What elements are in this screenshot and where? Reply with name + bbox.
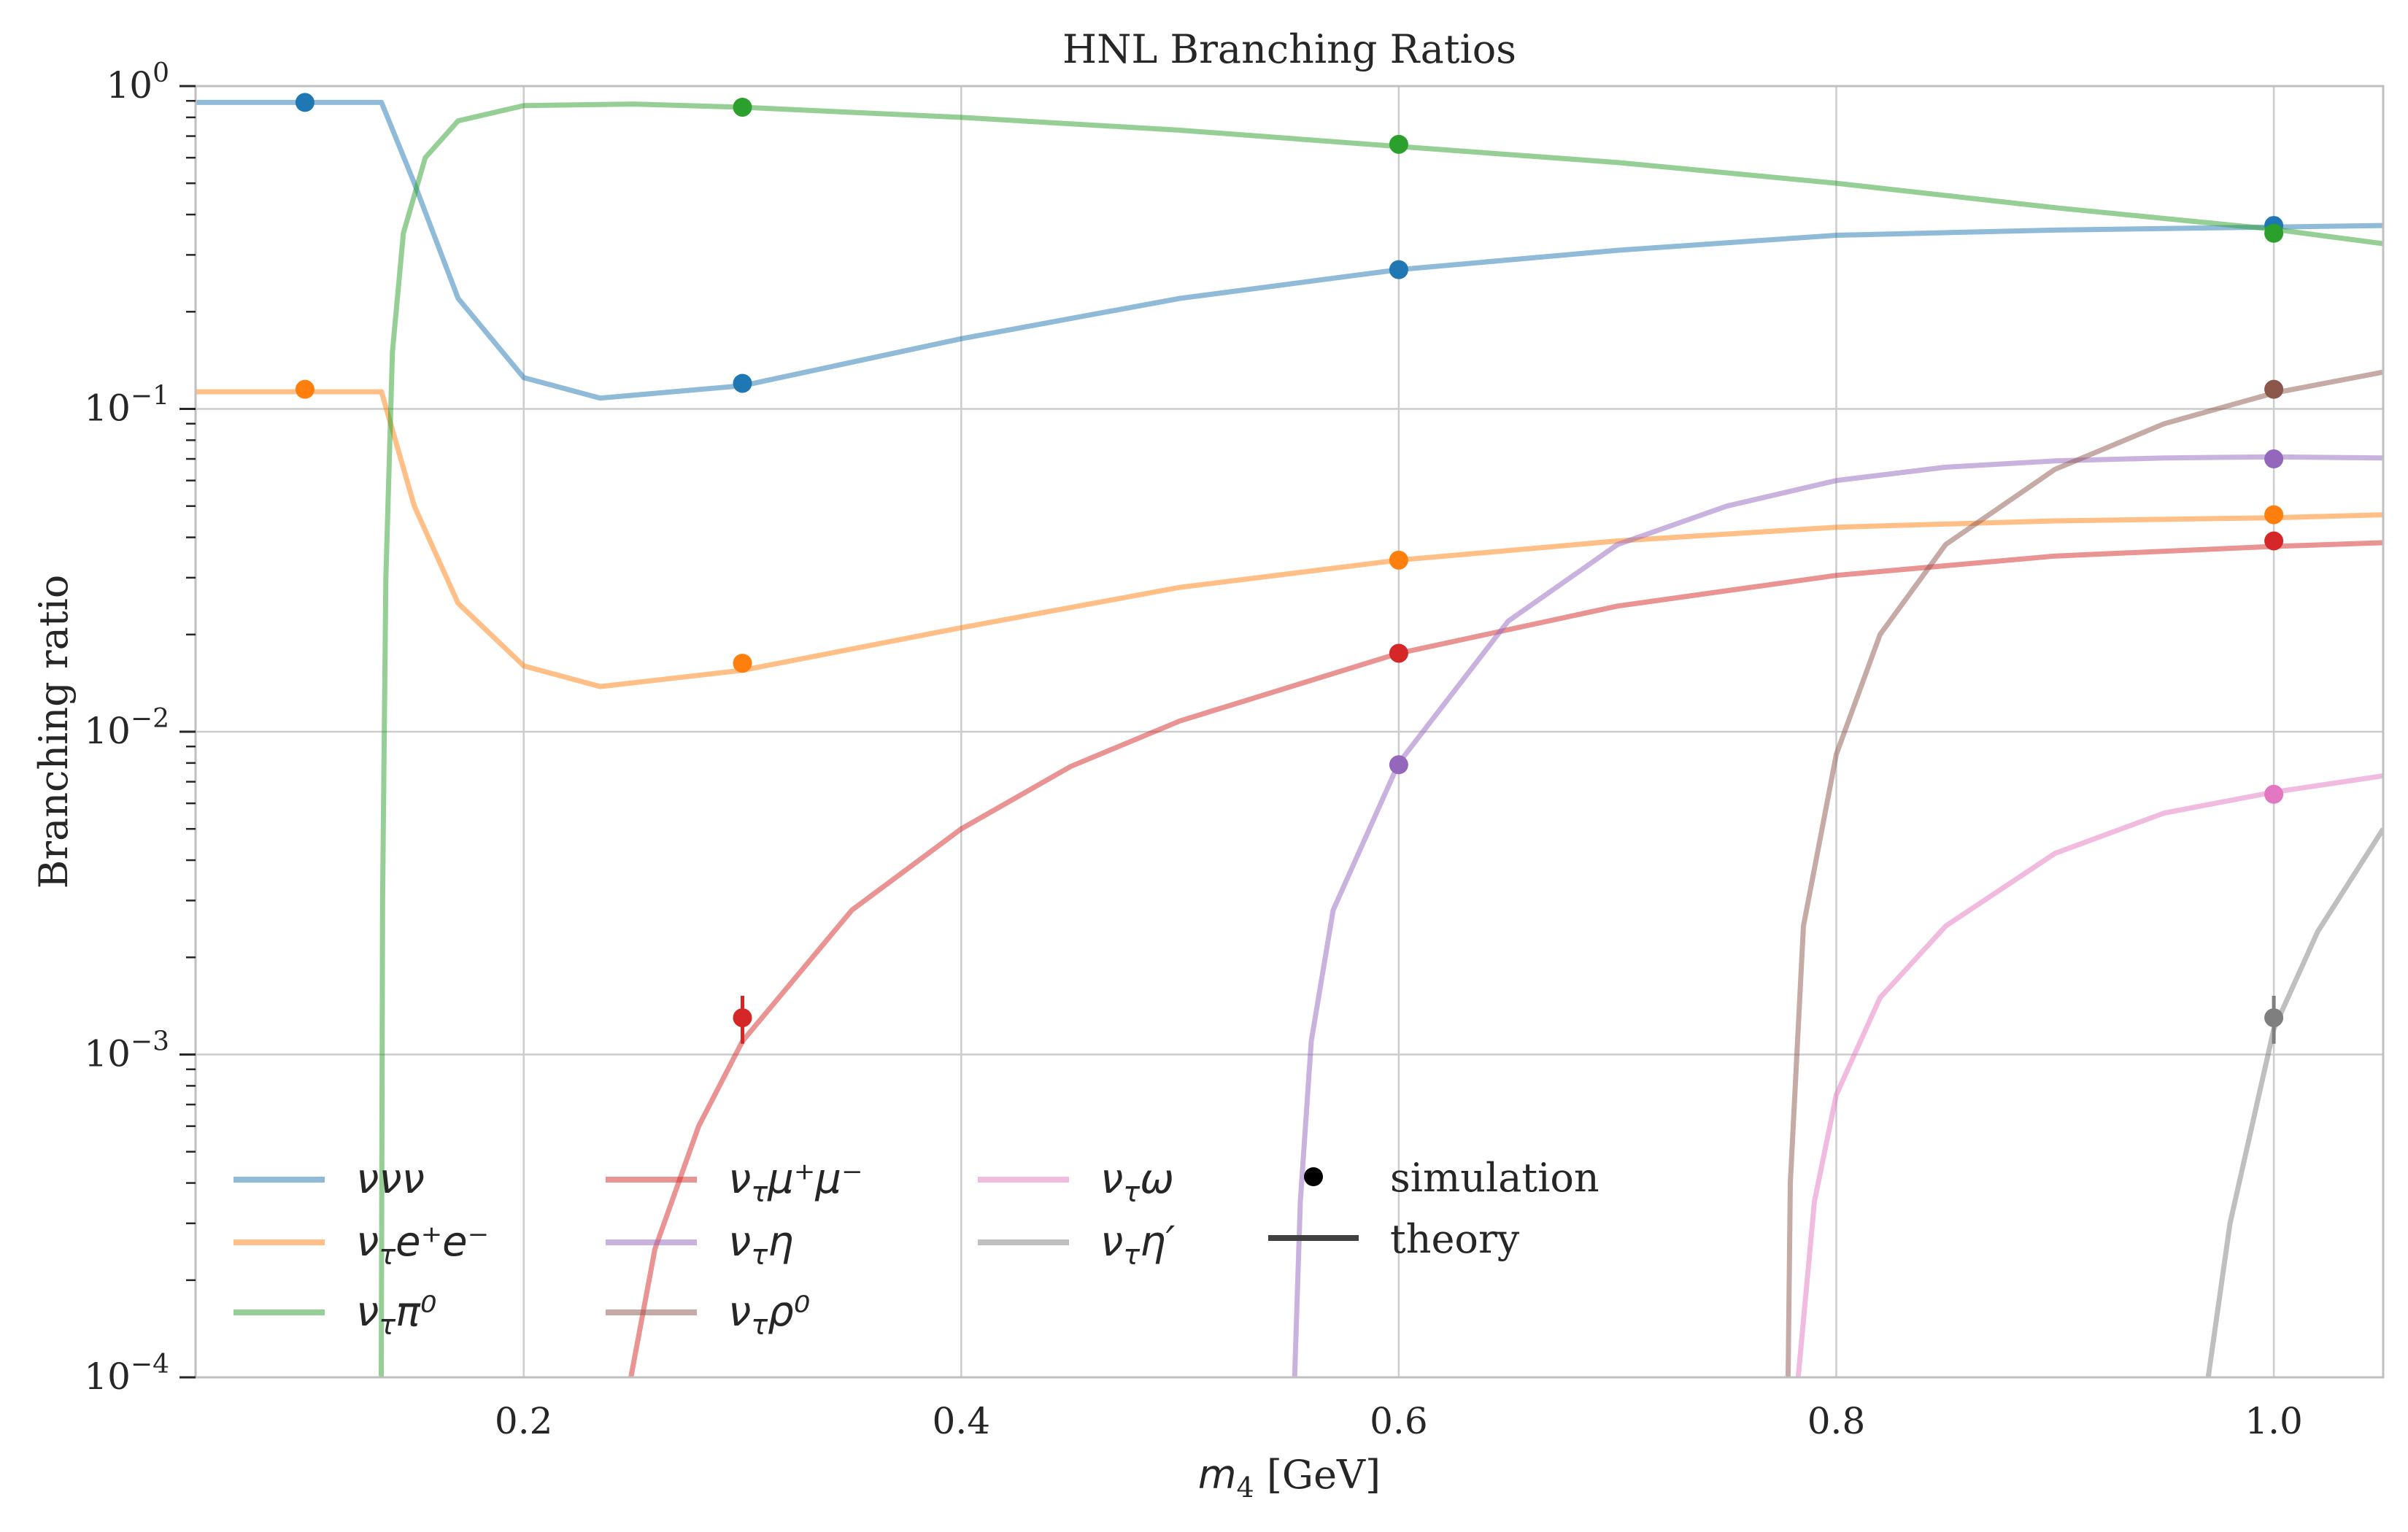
x-tick-label: 0.4 [933, 1400, 991, 1442]
x-tick-label: 0.8 [1807, 1400, 1866, 1442]
sim-point [733, 654, 752, 673]
theory-line [196, 389, 2383, 689]
y-tick-label: 100 [106, 58, 169, 107]
sim-point [1389, 643, 1408, 663]
sim-point [2264, 784, 2284, 804]
legend-theory-label: theory [1390, 1216, 1520, 1262]
sim-point [2264, 531, 2284, 551]
y-tick-label: 10−2 [84, 704, 169, 752]
theory-line [1795, 773, 2383, 1377]
x-axis-label: m4 [GeV] [1198, 1452, 1381, 1504]
series-7 [1795, 773, 2383, 1377]
legend-entry-7: ντω [978, 1156, 1174, 1208]
x-tick-label: 1.0 [2245, 1400, 2303, 1442]
legend-theory: theory [1268, 1216, 1520, 1262]
legend-label: ντη [728, 1218, 794, 1271]
sim-point [2264, 449, 2284, 469]
legend-label: ντω [1100, 1156, 1174, 1208]
theory-line [1786, 369, 2383, 1377]
axes: 0.2 0.4 0.6 0.8 1.0 100 10−1 10−2 10−3 10−4 [84, 58, 2303, 1442]
legend-entry-6: ντρ⁰ [606, 1288, 810, 1341]
legend-label: ντe⁺e⁻ [356, 1218, 489, 1271]
series-3 [379, 97, 2383, 1377]
legend-entry-4: ντμ⁺μ⁻ [606, 1156, 863, 1208]
legend-label: ντη′ [1100, 1218, 1176, 1271]
series-5 [1292, 449, 2383, 1377]
sim-point [733, 374, 752, 393]
legend-entry-5: ντη [606, 1218, 794, 1271]
legend-entry-8: ντη′ [978, 1218, 1176, 1271]
sim-point [2264, 223, 2284, 243]
sim-point [733, 1008, 752, 1028]
x-axis-label-unit: [GeV] [1254, 1452, 1381, 1498]
sim-point [1389, 755, 1408, 775]
x-axis-label-subscript: 4 [1237, 1471, 1254, 1504]
theory-line [379, 101, 2383, 1377]
legend-simulation-label: simulation [1390, 1155, 1599, 1201]
sim-point [295, 93, 314, 112]
x-tick-label: 0.6 [1370, 1400, 1428, 1442]
sim-point [1389, 134, 1408, 154]
y-tick-label: 10−1 [84, 382, 169, 430]
y-tick-label: 10−3 [84, 1027, 169, 1075]
y-tick-label: 10−4 [84, 1350, 169, 1398]
chart-title: HNL Branching Ratios [1062, 26, 1516, 72]
theory-line [1292, 454, 2383, 1377]
x-axis-label-symbol: m [1198, 1452, 1237, 1498]
x-tick-label: 0.2 [495, 1400, 553, 1442]
theory-line [2181, 827, 2383, 1377]
legend-entry-2: ντe⁺e⁻ [234, 1218, 489, 1271]
series-layer [196, 93, 2383, 1377]
legend-label: ντμ⁺μ⁻ [728, 1156, 863, 1208]
legend-simulation: simulation [1304, 1155, 1599, 1201]
sim-point [733, 97, 752, 117]
sim-point [2264, 379, 2284, 399]
sim-point [2264, 1008, 2284, 1028]
sim-point [295, 379, 314, 399]
series-2 [196, 379, 2383, 689]
series-8 [2181, 827, 2383, 1377]
legend-entry-3: ντπ⁰ [234, 1288, 436, 1341]
legend-label: ντπ⁰ [356, 1288, 436, 1341]
sim-point [2264, 505, 2284, 525]
theory-line [196, 99, 2383, 401]
theory-line [628, 540, 2383, 1377]
sim-point [1389, 550, 1408, 570]
legend-label: ντρ⁰ [728, 1288, 810, 1341]
legend-label: ννν [356, 1156, 425, 1203]
series-4 [628, 531, 2383, 1377]
series-6 [1786, 369, 2383, 1377]
y-axis-label: Branching ratio [31, 575, 77, 889]
legend-simulation-marker [1304, 1167, 1323, 1186]
sim-point [1389, 260, 1408, 279]
legend: ννν ντe⁺e⁻ ντπ⁰ ντμ⁺μ⁻ ντη ντρ⁰ ντω ντη′ simulat… [234, 1155, 1599, 1341]
legend-entry-1: ννν [234, 1156, 425, 1203]
